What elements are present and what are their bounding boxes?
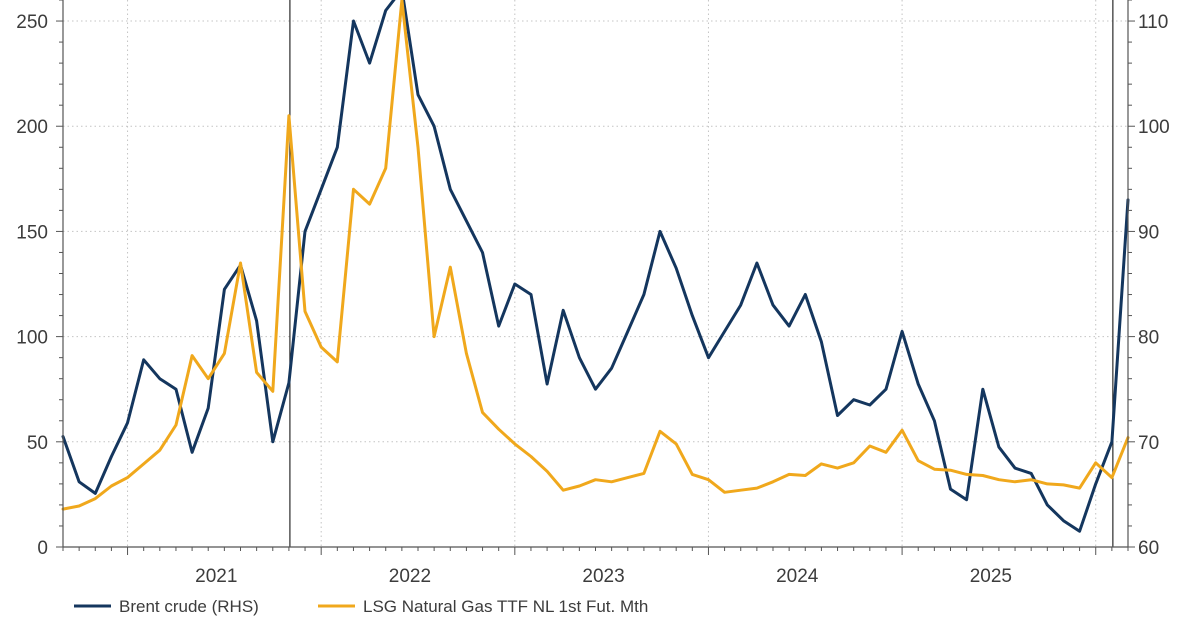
- x-tick-label: 2021: [195, 566, 237, 587]
- y-axis-left: 0 50 100 150 200 250: [16, 0, 63, 559]
- x-tick-label: 2023: [582, 566, 624, 587]
- series-lines: [61, 0, 1130, 533]
- y-right-tick-label: 70: [1138, 433, 1159, 454]
- plot-frame: [62, 0, 1129, 548]
- x-tick-label: 2025: [970, 566, 1012, 587]
- x-tick-label: 2022: [389, 566, 431, 587]
- x-tick-label: 2024: [776, 566, 819, 587]
- series-line-gas: [61, 0, 1130, 511]
- y-right-tick-label: 110: [1138, 12, 1168, 33]
- grid: [63, 0, 1128, 547]
- y-left-tick-label: 50: [27, 433, 48, 454]
- y-right-tick-label: 80: [1138, 328, 1159, 349]
- y-left-tick-label: 100: [16, 328, 48, 349]
- y-right-tick-label: 90: [1138, 222, 1159, 243]
- y-left-tick-label: 150: [16, 222, 48, 243]
- legend-label: LSG Natural Gas TTF NL 1st Fut. Mth: [363, 597, 648, 616]
- series-line-brent: [61, 0, 1130, 533]
- y-right-tick-label: 100: [1138, 117, 1170, 138]
- y-left-tick-label: 0: [37, 538, 48, 559]
- y-right-tick-label: 60: [1138, 538, 1159, 559]
- legend-label: Brent crude (RHS): [119, 597, 259, 616]
- x-axis: 2021 2022 2023 2024 2025: [62, 547, 1129, 587]
- y-left-tick-label: 200: [16, 117, 48, 138]
- vertical-markers: [289, 0, 1114, 547]
- y-left-tick-label: 250: [16, 12, 48, 33]
- y-axis-right: 60 70 80 90 100 110: [1128, 0, 1170, 559]
- legend: Brent crude (RHS) LSG Natural Gas TTF NL …: [74, 597, 648, 616]
